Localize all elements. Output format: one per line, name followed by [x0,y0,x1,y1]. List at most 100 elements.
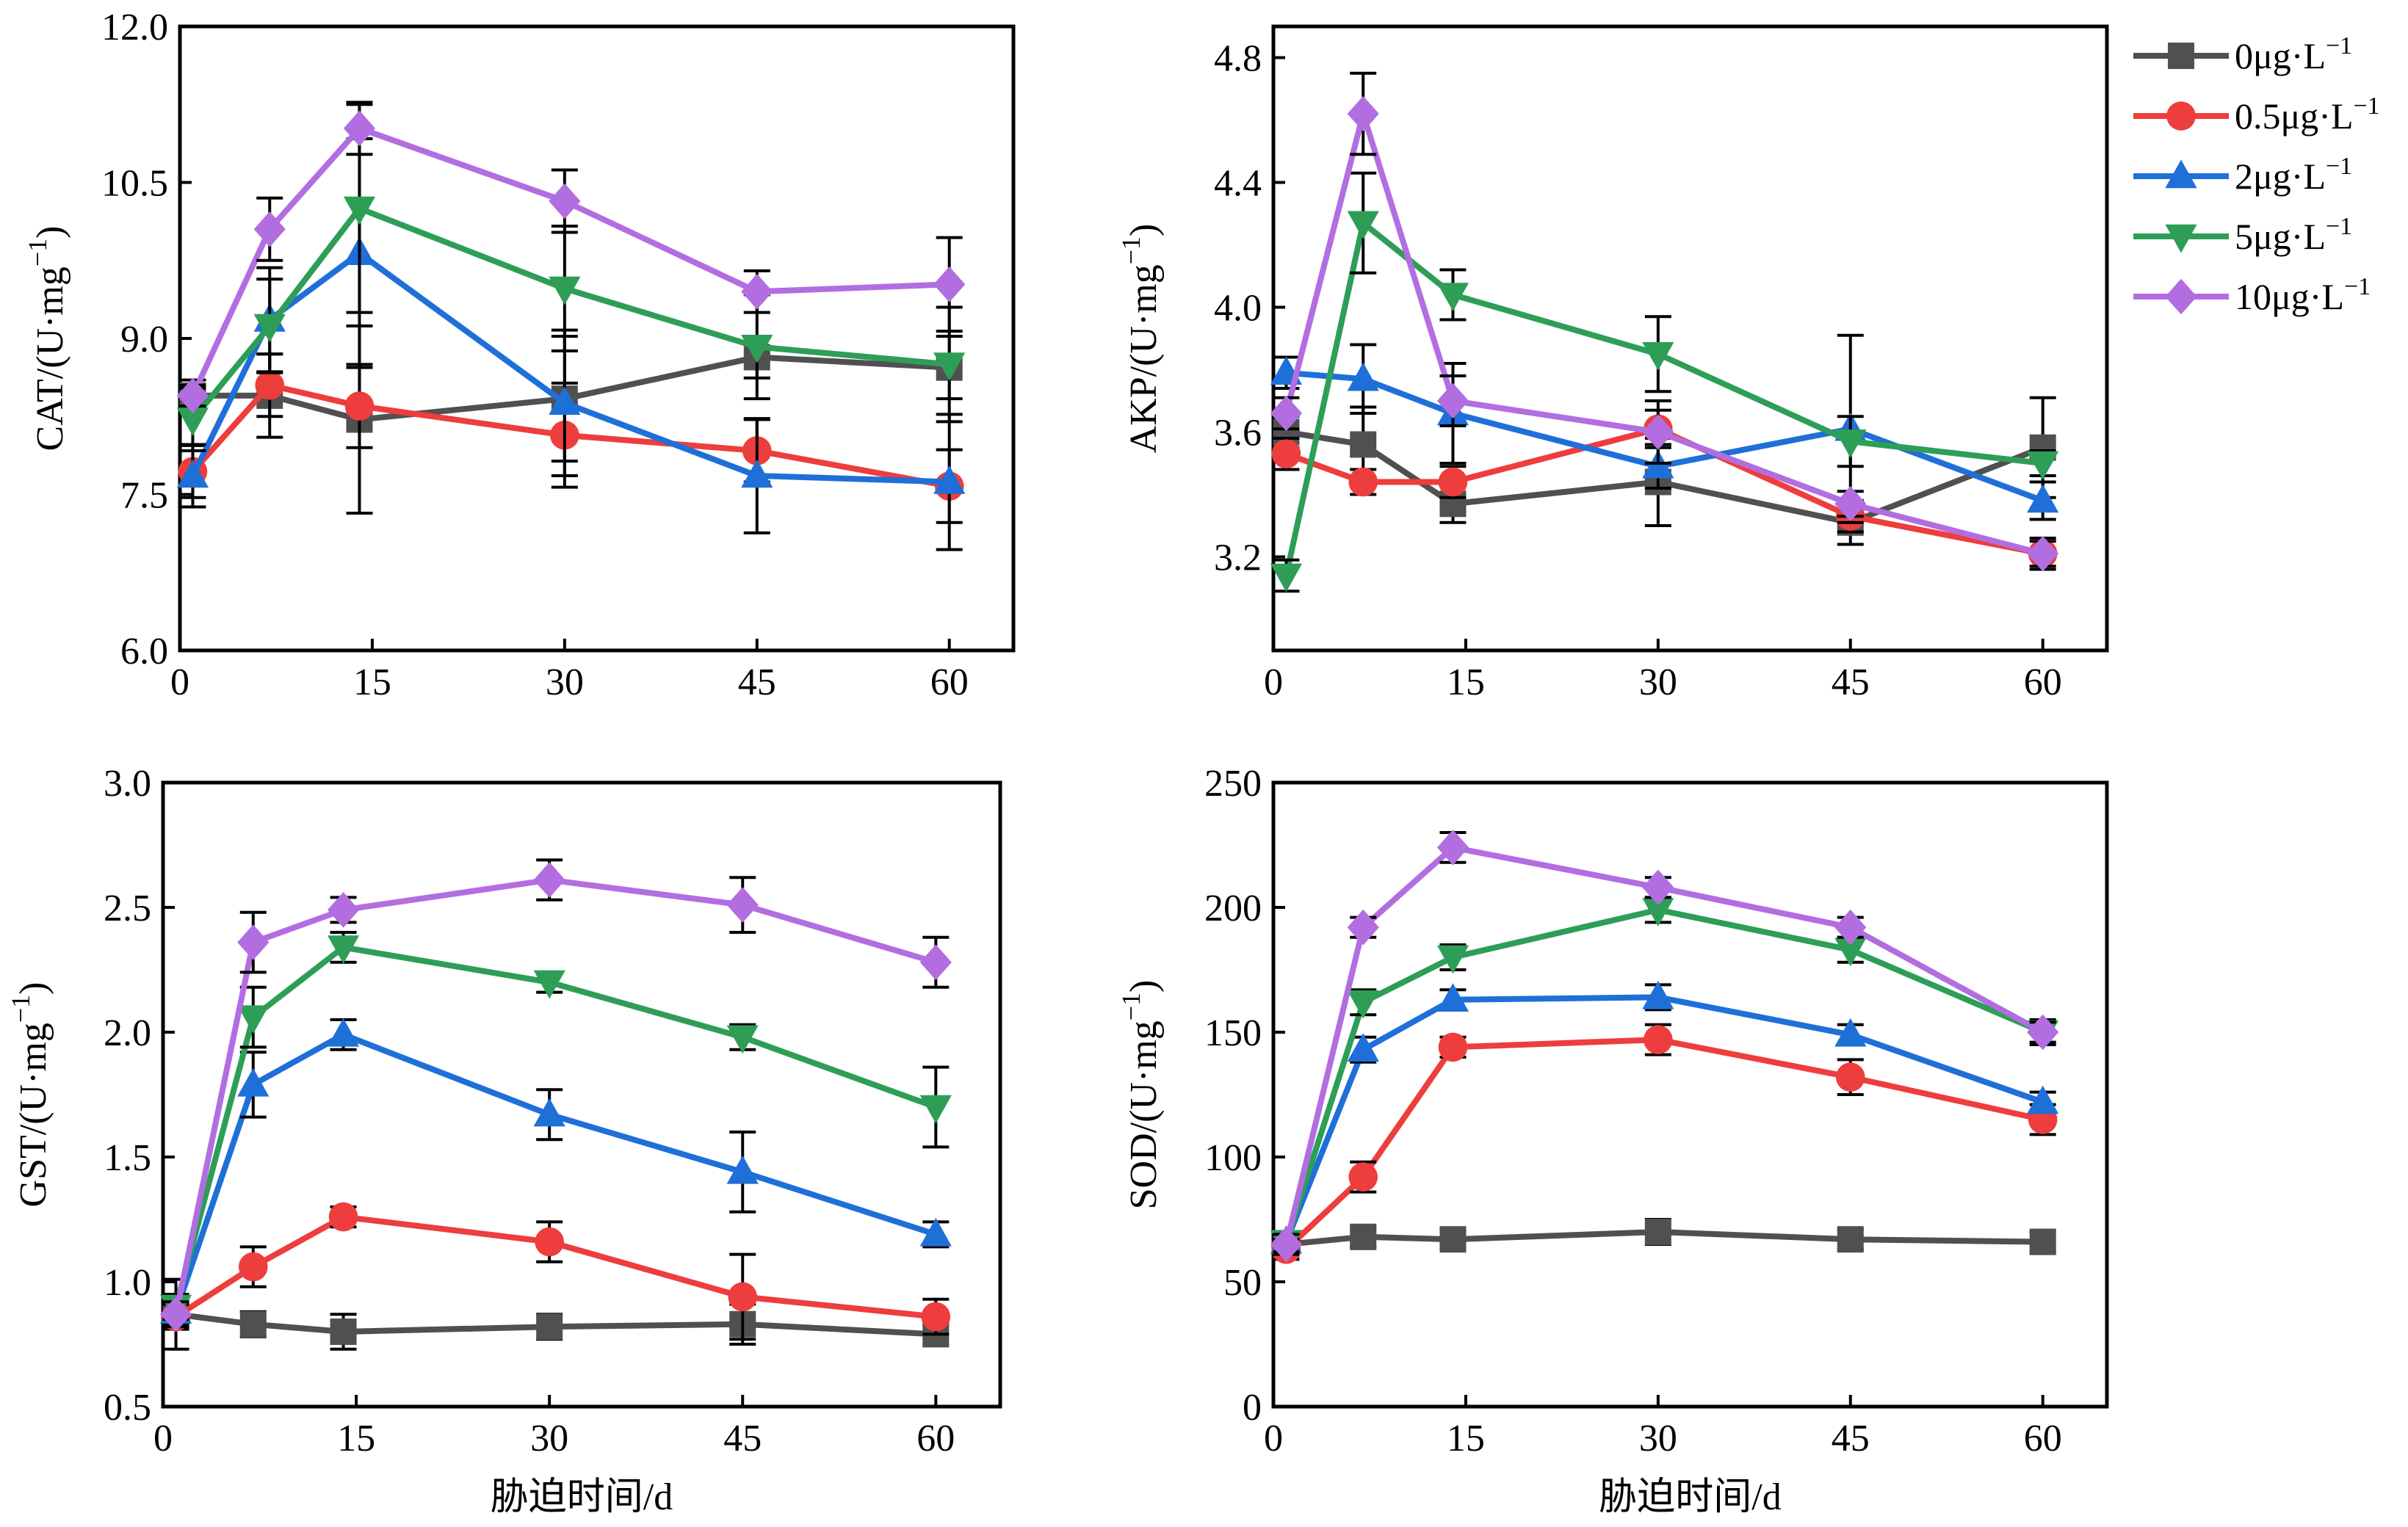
data-point [933,352,966,381]
data-point [535,1227,564,1257]
data-point [1347,909,1379,946]
legend-marker [2165,278,2197,315]
legend-marker [2165,159,2197,189]
data-point [330,1319,357,1345]
plot-frame [1271,780,2109,1409]
legend-label: 5μg·L−1 [2235,213,2352,257]
plot-frame [161,780,1002,1409]
data-point [1436,382,1469,419]
x-tick-label: 15 [353,661,391,703]
data-point [549,276,581,305]
plot-frame [178,24,1016,653]
series-line [1283,907,2044,1243]
series-line [1283,220,2044,576]
data-point [237,1067,270,1097]
legend-item: 5μg·L−1 [2133,213,2352,257]
data-point [933,465,966,494]
y-tick-label: 150 [1204,1012,1262,1054]
series-line [1284,1037,2044,1252]
series-0 [162,1277,950,1351]
data-point [253,313,286,343]
legend-marker [2168,43,2194,69]
series-1 [178,352,964,524]
x-tick-label: 45 [723,1418,762,1459]
data-point [1644,1025,1673,1054]
data-point [921,1302,951,1332]
x-tick-label: 45 [1832,1418,1870,1459]
legend-label: 0.5μg·L−1 [2235,93,2380,137]
x-tick-label: 0 [153,1418,173,1459]
legend-item: 0.5μg·L−1 [2133,93,2380,137]
data-point [238,1252,268,1282]
data-point [2027,451,2059,480]
x-axis-label: 胁迫时间/d [491,1476,673,1518]
y-tick-label: 1.0 [104,1262,151,1304]
data-point [2027,1014,2059,1051]
x-tick-label: 30 [546,661,584,703]
data-point [1436,283,1469,311]
series-2 [1270,980,2059,1254]
series-4 [159,858,952,1332]
data-point [159,1296,192,1332]
x-tick-label: 60 [2024,1418,2062,1459]
data-point [1436,983,1469,1012]
legend-marker [2165,224,2197,253]
data-point [919,944,952,981]
x-tick-label: 30 [1639,1418,1677,1459]
y-tick-label: 2.0 [104,1012,151,1054]
data-point [1438,467,1468,497]
cat-panel: 0 15 30 45 60 6.0 7.5 9.0 10.5 12.0 CAT/(U·mg−1) [23,7,1016,703]
data-point [1642,898,1674,926]
data-point [533,970,565,999]
data-point [1834,1018,1867,1047]
series-3 [159,931,952,1324]
data-point [2027,484,2059,513]
data-point [1347,1033,1379,1062]
data-point [1347,362,1379,391]
x-tick-label: 0 [1264,661,1283,703]
data-point [1350,1223,1377,1250]
data-point [253,211,286,247]
series-0 [1273,1218,2056,1258]
series-line [190,382,950,490]
y-tick-label: 1.5 [104,1137,151,1179]
data-point [1834,429,1867,458]
y-tick-label: 10.5 [101,163,168,205]
data-point [1347,211,1379,240]
series-line [1283,844,2044,1245]
data-point [237,1005,270,1034]
x-tick-label: 60 [2024,661,2062,703]
data-point [344,391,375,421]
y-tick-label: 3.2 [1214,537,1262,579]
series-line [190,205,950,422]
data-point [1642,980,1674,1009]
data-point [741,273,773,310]
data-point [726,887,759,923]
legend-label: 10μg·L−1 [2235,273,2371,317]
data-point [919,1095,952,1124]
y-tick-label: 0 [1243,1387,1262,1429]
series-4 [1270,830,2059,1263]
data-point [1348,467,1378,497]
x-axis-label: 胁迫时间/d [1599,1476,1781,1518]
legend-item: 2μg·L−1 [2133,153,2352,197]
legend: 0μg·L−1 0.5μg·L−1 2μg·L−1 5μg·L−1 10μg·L−1 [2133,32,2380,317]
y-tick-label: 12.0 [101,7,168,48]
data-point [2027,1085,2059,1114]
y-tick-label: 0.5 [104,1387,151,1429]
data-point [726,1155,759,1184]
data-point [2027,535,2059,572]
data-point [1271,439,1301,469]
data-point [327,892,360,928]
series-line [174,1214,936,1320]
data-point [327,935,360,964]
y-tick-label: 2.5 [104,888,151,929]
sod-panel: 0 15 30 45 60 0 50 100 150 200 250 SOD/(U·mg−1) 胁迫时间… [1116,763,2109,1518]
x-tick-label: 60 [916,1418,955,1459]
data-point [1348,1162,1378,1192]
akp-panel: 0 15 30 45 60 3.2 3.6 4.0 4.4 4.8 AKP/(U·mg−1) [1116,24,2109,703]
x-tick-label: 15 [1447,661,1485,703]
data-point [237,924,270,960]
x-tick-label: 45 [1832,661,1870,703]
legend-label: 2μg·L−1 [2235,153,2352,197]
